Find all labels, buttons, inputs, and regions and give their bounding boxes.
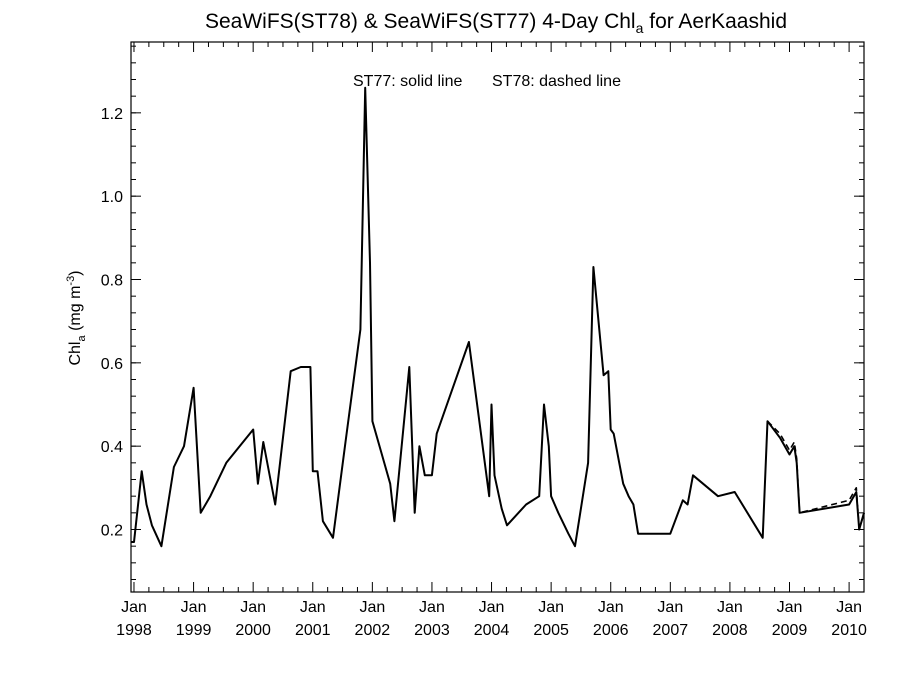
x-tick-label-year: 1999 [176,622,212,639]
x-tick-label-year: 2005 [533,622,569,639]
x-tick-labels: Jan 1998 Jan 1999 Jan 2000 Jan 2001 Jan 2002 Jan 20… [116,599,867,639]
chart-title: SeaWiFS(ST78) & SeaWiFS(ST77) 4-Day Chla… [205,10,787,36]
x-tick-label-year: 2009 [772,622,808,639]
x-tick-label-year: 2008 [712,622,748,639]
x-tick-label-year: 2007 [653,622,689,639]
x-tick-label-year: 2002 [355,622,391,639]
y-tick-label: 0.2 [101,523,123,540]
y-tick-label: 0.4 [101,439,123,456]
y-tick-labels: 0.2 0.4 0.6 0.8 1.0 1.2 [101,106,123,540]
chart-title-main: SeaWiFS(ST78) & SeaWiFS(ST77) 4-Day Chl [205,10,636,33]
series-line-st77 [131,86,865,548]
legend-annotation-dashed: ST78: dashed line [492,73,621,90]
y-axis-label-main: Chl [67,342,84,366]
y-axis-label-close: ) [67,270,84,275]
x-tick-label-month: Jan [538,599,564,616]
y-tick-label: 0.6 [101,356,123,373]
x-tick-label-month: Jan [836,599,862,616]
x-tick-label-year: 2000 [235,622,271,639]
chart-title-subscript: a [636,20,644,36]
plot-frame [130,41,865,593]
x-tick-label-year: 2003 [414,622,450,639]
x-tick-label-month: Jan [598,599,624,616]
x-tick-label-month: Jan [479,599,505,616]
x-tick-label-month: Jan [419,599,445,616]
x-tick-label-year: 2006 [593,622,629,639]
y-tick-label: 0.8 [101,273,123,290]
y-tick-label: 1.2 [101,106,123,123]
x-tick-label-month: Jan [657,599,683,616]
series-line-st78 [766,420,865,531]
x-tick-label-year: 2004 [474,622,510,639]
chart-title-suffix: for AerKaashid [643,10,787,33]
y-axis-label-superscript: -3 [65,276,77,286]
x-tick-label-month: Jan [359,599,385,616]
x-tick-label-month: Jan [240,599,266,616]
legend-annotation-solid: ST77: solid line [353,73,462,90]
x-tick-label-year: 2001 [295,622,331,639]
x-tick-label-month: Jan [181,599,207,616]
x-tick-label-year: 1998 [116,622,152,639]
x-tick-label-month: Jan [717,599,743,616]
y-axis-label-subscript: a [76,335,88,342]
x-tick-label-month: Jan [777,599,803,616]
x-tick-label-month: Jan [300,599,326,616]
x-tick-label-month: Jan [121,599,147,616]
y-axis-label: Chla (mg m-3) [65,270,88,365]
series-layer [131,86,865,548]
axis-ticks [131,42,865,592]
y-axis-label-unit: (mg m [67,286,84,336]
y-tick-label: 1.0 [101,189,123,206]
x-tick-label-year: 2010 [831,622,867,639]
